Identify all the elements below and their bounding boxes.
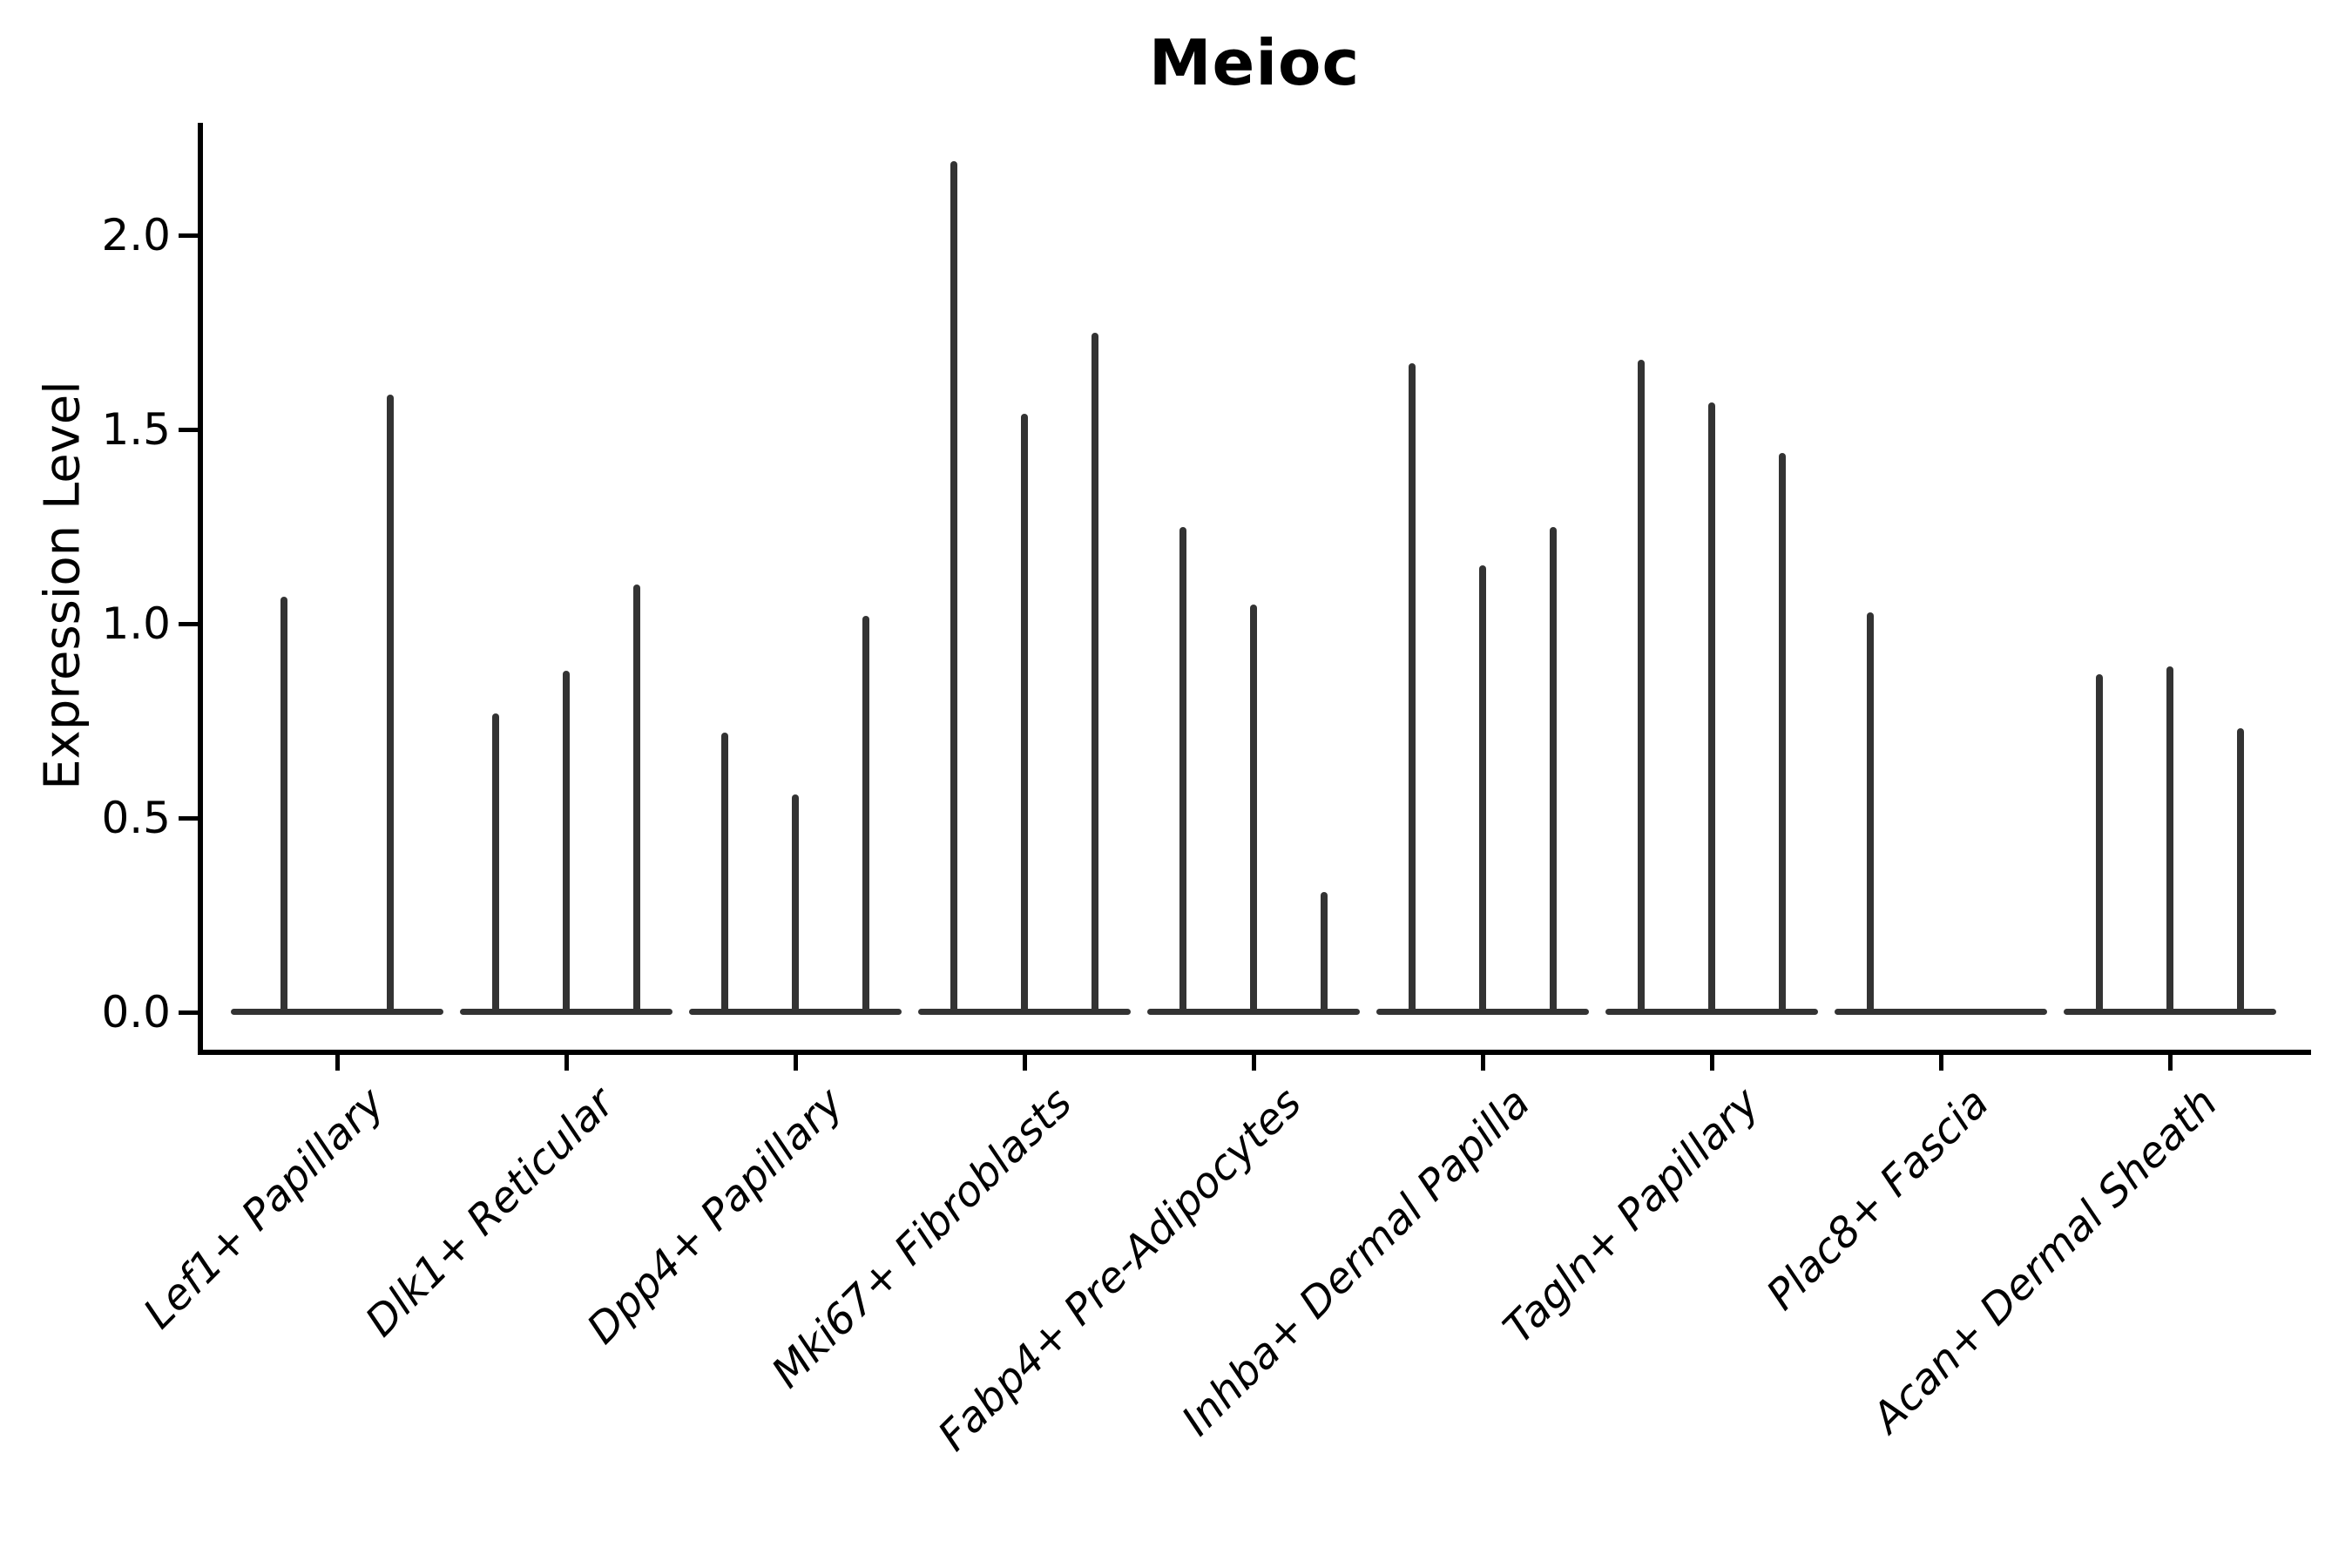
x-tick-label: Plac8+ Fascia: [1756, 1078, 1998, 1320]
violin-spike: [1179, 526, 1186, 1015]
y-tick: [179, 1010, 198, 1015]
x-tick: [793, 1055, 798, 1071]
y-tick: [179, 233, 198, 238]
y-tick: [179, 621, 198, 626]
violin-spike: [1779, 452, 1787, 1015]
violin-spike: [387, 394, 394, 1015]
x-tick: [564, 1055, 569, 1071]
x-tick-label: Fabp4+ Pre-Adipocytes: [929, 1078, 1311, 1461]
x-axis-spine: [198, 1050, 2311, 1055]
violin-baseline: [1835, 1009, 2047, 1015]
violin-spike: [2095, 673, 2103, 1015]
violin-spike: [1021, 414, 1028, 1015]
x-tick: [1709, 1055, 1714, 1071]
x-tick-label: Dlk1+ Reticular: [355, 1078, 624, 1347]
y-axis-spine: [198, 123, 203, 1055]
violin-spike: [862, 616, 870, 1015]
x-tick: [1480, 1055, 1485, 1071]
violin-spike: [792, 794, 799, 1015]
violin-spike: [633, 585, 641, 1015]
y-tick-label: 1.0: [101, 598, 171, 649]
y-tick-label: 0.5: [101, 793, 171, 843]
y-tick: [179, 815, 198, 821]
violin-spike: [1708, 402, 1715, 1015]
y-tick-label: 2.0: [101, 210, 171, 260]
violin-spike: [1408, 363, 1416, 1015]
y-tick-label: 0.0: [101, 987, 171, 1037]
violin-spike: [2166, 666, 2173, 1015]
y-tick-label: 1.5: [101, 404, 171, 455]
x-tick-label: Dpp4+ Papillary: [578, 1078, 853, 1354]
violin-spike: [1479, 565, 1486, 1015]
violin-spike: [1321, 891, 1328, 1015]
violin-spike: [1866, 612, 1874, 1015]
x-tick: [1251, 1055, 1256, 1071]
x-tick: [1022, 1055, 1027, 1071]
x-tick: [2167, 1055, 2173, 1071]
violin-spike: [280, 596, 287, 1015]
violin-spike: [491, 713, 499, 1015]
violin-baseline: [231, 1009, 443, 1015]
x-tick-label: Lef1+ Papillary: [134, 1078, 395, 1339]
violin-spike: [1550, 526, 1558, 1015]
chart-title: Meioc: [1148, 26, 1361, 99]
violin-spike: [1092, 332, 1099, 1015]
y-tick: [179, 427, 198, 432]
violin-spike: [950, 161, 957, 1015]
violin-spike: [720, 732, 728, 1015]
x-tick: [1938, 1055, 1943, 1071]
x-tick-label: Tagln+ Papillary: [1494, 1078, 1769, 1354]
violin-spike: [563, 670, 570, 1015]
x-tick: [335, 1055, 340, 1071]
violin-spike: [1250, 604, 1257, 1015]
violin-spike: [1637, 359, 1645, 1015]
violin-spike: [2237, 728, 2245, 1015]
